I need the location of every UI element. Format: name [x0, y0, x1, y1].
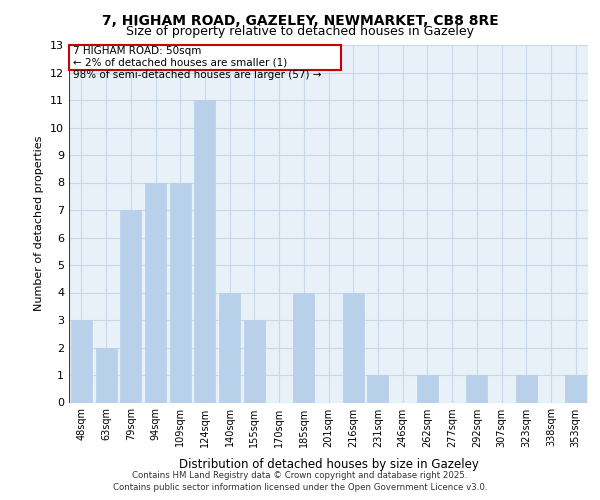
- Bar: [293, 292, 314, 403]
- Bar: [367, 375, 388, 402]
- Bar: [565, 375, 586, 402]
- Y-axis label: Number of detached properties: Number of detached properties: [34, 136, 44, 312]
- Bar: [145, 182, 166, 402]
- Bar: [516, 375, 537, 402]
- Text: 7, HIGHAM ROAD, GAZELEY, NEWMARKET, CB8 8RE: 7, HIGHAM ROAD, GAZELEY, NEWMARKET, CB8 …: [101, 14, 499, 28]
- Bar: [120, 210, 141, 402]
- Bar: [219, 292, 240, 403]
- Bar: [95, 348, 116, 403]
- Bar: [170, 182, 191, 402]
- Text: Contains HM Land Registry data © Crown copyright and database right 2025.
Contai: Contains HM Land Registry data © Crown c…: [113, 471, 487, 492]
- X-axis label: Distribution of detached houses by size in Gazeley: Distribution of detached houses by size …: [179, 458, 478, 471]
- Bar: [244, 320, 265, 402]
- Bar: [194, 100, 215, 402]
- Bar: [71, 320, 92, 402]
- Text: Size of property relative to detached houses in Gazeley: Size of property relative to detached ho…: [126, 25, 474, 38]
- FancyBboxPatch shape: [69, 45, 341, 70]
- Bar: [417, 375, 438, 402]
- Bar: [343, 292, 364, 403]
- Bar: [466, 375, 487, 402]
- Text: 7 HIGHAM ROAD: 50sqm
← 2% of detached houses are smaller (1)
98% of semi-detache: 7 HIGHAM ROAD: 50sqm ← 2% of detached ho…: [73, 46, 321, 80]
